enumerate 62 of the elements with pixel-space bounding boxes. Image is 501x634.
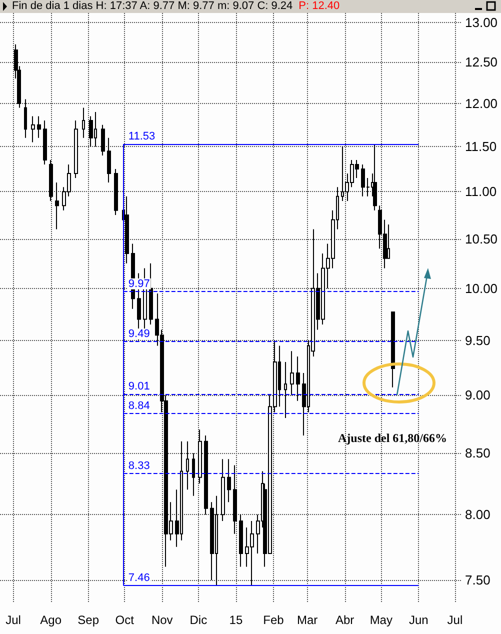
candlestick [49, 159, 53, 202]
x-tick-label: 15 [229, 613, 243, 627]
ref-line-label: 9.01 [128, 380, 150, 393]
candlestick [204, 434, 208, 516]
y-tick-label: 7.50 [465, 572, 490, 588]
x-tick-label: Jul [6, 613, 21, 627]
y-tick-label: 10.50 [465, 231, 498, 246]
x-tick-label: Abr [336, 613, 354, 627]
y-tick-label: 13.00 [465, 14, 498, 30]
x-tick-label: Ago [40, 613, 62, 627]
x-tick-label: Jun [408, 613, 428, 627]
candlestick [391, 311, 395, 388]
candlestick [198, 429, 202, 484]
candlestick [101, 124, 105, 156]
candlestick [31, 116, 35, 143]
x-tick-label: Nov [151, 613, 173, 627]
x-tick-label: Mar [296, 613, 318, 627]
x-tick-label: Sep [78, 613, 100, 627]
candlestick [233, 464, 237, 534]
candlestick [149, 262, 153, 326]
y-tick-label: 9.00 [465, 388, 490, 403]
x-tick-label: May [370, 613, 392, 627]
candlestick [296, 356, 300, 402]
candlestick [290, 350, 294, 396]
x-tick-label: Dic [190, 613, 208, 627]
candlestick [37, 116, 41, 138]
ref-line-label: 9.49 [128, 328, 150, 340]
candlestick [221, 458, 225, 522]
candlestick [373, 144, 377, 211]
annotation: Ajuste del 61,80/66% [338, 431, 447, 446]
x-tick-label: Feb [263, 613, 284, 627]
candlestick [186, 440, 189, 490]
y-tick-label: 12.50 [465, 54, 498, 70]
chart-subtitle: P: 12.40 [298, 0, 340, 12]
candlestick [43, 120, 47, 165]
ref-line-label: 8.84 [128, 400, 150, 412]
candlestick [227, 458, 231, 503]
y-tick-label: 10.00 [465, 280, 498, 296]
candlestick [125, 196, 129, 264]
candlestick [55, 182, 59, 230]
y-tick-label: 8.00 [465, 507, 490, 522]
candlestick [82, 107, 85, 138]
y-tick-label: 12.00 [465, 96, 498, 111]
ref-line-label: 11.53 [128, 130, 156, 143]
candlestick [89, 116, 93, 148]
x-tick-label: Jul [447, 613, 463, 627]
candlestick [192, 452, 195, 496]
chart-title: Fin de dia 1 dias H: 17:37 A: 9.77 M: 9.77 m: 9.07 C: 9.24 [12, 0, 293, 12]
x-tick-label: Oct [115, 613, 135, 627]
candlestick [24, 98, 27, 138]
ref-line-label: 8.33 [128, 460, 150, 472]
y-tick-label: 11.50 [465, 139, 497, 154]
y-tick-label: 8.50 [465, 446, 490, 461]
candlestick [107, 137, 111, 184]
candlestick [114, 168, 118, 216]
ref-line-label: 9.97 [128, 278, 150, 290]
candlestick [239, 514, 243, 568]
y-tick-label: 11.00 [465, 184, 497, 200]
ref-line-label: 7.46 [128, 572, 150, 584]
candlestick [74, 120, 78, 178]
candlestick [284, 361, 287, 419]
y-tick-label: 9.50 [465, 332, 490, 348]
